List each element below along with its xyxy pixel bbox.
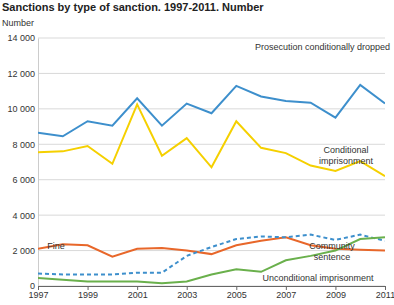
y-tick-label: 8 000 [12,140,35,150]
x-tick-label: 2003 [177,290,197,300]
series-line [38,237,385,283]
series-label: Prosecution conditionally dropped [255,42,390,52]
chart: Sanctions by type of sanction. 1997-2011… [0,0,394,305]
x-tick: 2011 [376,286,394,300]
y-tick: 12 000 [7,69,38,79]
grid-line [38,108,385,109]
x-tick-label: 1999 [78,290,98,300]
x-tick-label: 2011 [376,290,394,300]
y-tick-label: 10 000 [7,104,35,114]
series-line [38,235,385,275]
y-tick-label: 12 000 [7,69,35,79]
x-tick: 1999 [78,286,98,300]
x-tick-label: 2001 [128,290,148,300]
series-line [38,104,385,176]
series-line [38,85,385,136]
series-labels: Prosecution conditionally dropped Conditi… [47,42,390,283]
y-tick: 4 000 [12,211,38,221]
x-axis: 1997 1999 2001 2003 2005 2007 2009 2011 [28,286,394,300]
title: Sanctions by type of sanction. 1997-2011… [2,1,264,13]
grid-line [38,38,385,39]
y-tick-label: 4 000 [12,211,35,221]
x-tick: 2003 [177,286,197,300]
x-tick: 2009 [326,286,346,300]
series-label: Conditionalimprisonment [319,145,374,166]
y-tick: 8 000 [12,140,38,150]
x-tick-label: 2005 [227,290,247,300]
y-axis: 02 0004 0006 0008 00010 00012 00014 000 [7,33,38,291]
y-tick: 10 000 [7,104,38,114]
series-label: Fine [47,241,65,251]
x-tick: 2005 [227,286,247,300]
y-tick: 14 000 [7,33,38,43]
x-tick: 2001 [128,286,148,300]
x-tick: 1997 [28,286,48,300]
x-tick: 2007 [276,286,296,300]
y-tick: 2 000 [12,246,38,256]
series-label: Unconditional imprisonment [262,273,374,283]
y-axis-title: Number [2,18,34,28]
grid-line [38,179,385,180]
x-tick-label: 2009 [326,290,346,300]
lines [38,85,385,283]
y-tick: 6 000 [12,175,38,185]
grid-line [38,215,385,216]
y-tick-label: 6 000 [12,175,35,185]
x-tick-label: 2007 [276,290,296,300]
y-tick-label: 2 000 [12,246,35,256]
grid [38,38,385,286]
x-tick-label: 1997 [28,290,48,300]
grid-line [38,73,385,74]
y-tick-label: 14 000 [7,33,35,43]
series-label: Communitysentence [309,241,355,262]
